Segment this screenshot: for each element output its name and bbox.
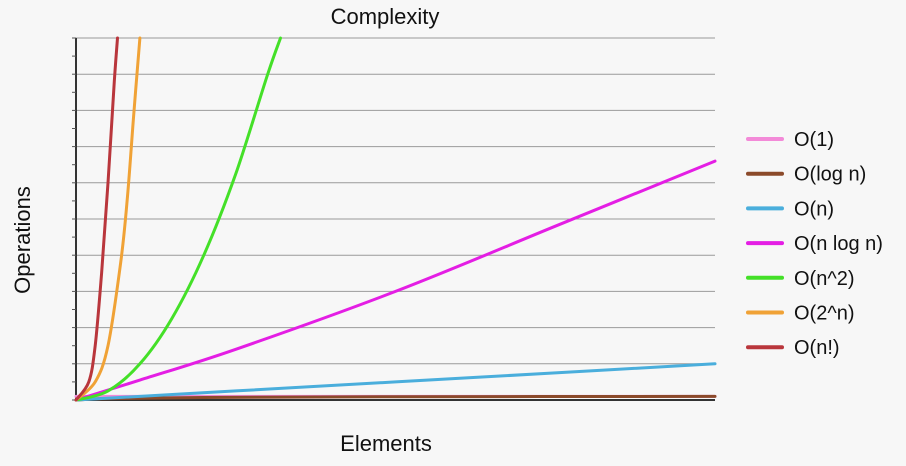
chart-title: Complexity	[331, 4, 440, 29]
legend: O(1) O(log n) O(n) O(n log n) O(n^2) O(2^n) O(…	[746, 129, 883, 359]
series-line-o-n-log-n	[74, 159, 717, 402]
series-line-o-2-n	[74, 36, 142, 402]
legend-label-o-n-log-n: O(n log n)	[794, 233, 883, 255]
legend-label-o-n: O(n!)	[794, 337, 840, 359]
legend-label-o-log-n: O(log n)	[794, 164, 866, 186]
grid-lines	[76, 37, 715, 401]
series-lines	[74, 36, 717, 402]
series-line-o-n-2	[74, 36, 282, 402]
x-axis-label: Elements	[340, 431, 432, 456]
legend-label-o-n-2: O(n^2)	[794, 268, 855, 290]
legend-label-o-n: O(n)	[794, 198, 834, 220]
legend-label-o-2-n: O(2^n)	[794, 303, 855, 325]
legend-label-o-1: O(1)	[794, 129, 834, 151]
series-line-o-n	[74, 36, 119, 402]
y-axis-label: Operations	[10, 186, 35, 294]
series-line-o-n	[74, 362, 717, 402]
